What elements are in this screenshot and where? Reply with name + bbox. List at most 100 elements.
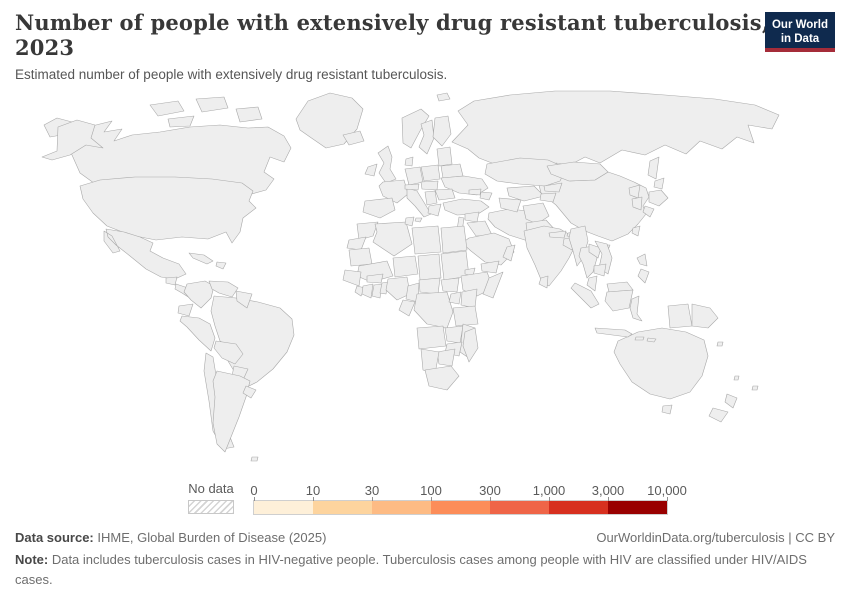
country-malaysia[interactable] bbox=[586, 275, 634, 293]
country-drc[interactable] bbox=[413, 291, 454, 329]
country-brazil[interactable] bbox=[210, 295, 295, 389]
country-botswana[interactable] bbox=[436, 348, 456, 367]
country-uk[interactable] bbox=[377, 145, 397, 184]
country-kenya[interactable] bbox=[460, 288, 478, 309]
country-australia[interactable] bbox=[613, 327, 709, 415]
country-senegal[interactable] bbox=[342, 269, 362, 287]
legend-segment[interactable] bbox=[313, 501, 372, 514]
owid-link[interactable]: OurWorldinData.org/tuberculosis | CC BY bbox=[596, 530, 835, 545]
country-uganda[interactable] bbox=[448, 291, 462, 305]
country-vietnam[interactable] bbox=[594, 240, 613, 275]
country-laos[interactable] bbox=[588, 243, 602, 259]
country-yemen[interactable] bbox=[480, 260, 500, 274]
country-tunisia[interactable] bbox=[404, 216, 415, 227]
country-colombia[interactable] bbox=[183, 280, 215, 309]
country-niger[interactable] bbox=[392, 255, 419, 278]
country-burkina-faso[interactable] bbox=[366, 273, 384, 284]
country-libya[interactable] bbox=[411, 225, 442, 255]
legend-segment[interactable] bbox=[372, 501, 431, 514]
country-south-africa[interactable] bbox=[424, 365, 460, 391]
country-denmark[interactable] bbox=[404, 156, 414, 167]
country-azerbaijan[interactable] bbox=[479, 191, 493, 201]
country-cuba[interactable] bbox=[188, 252, 214, 265]
legend-segment[interactable] bbox=[549, 501, 608, 514]
legend-segment[interactable] bbox=[608, 501, 667, 514]
country-nepal[interactable] bbox=[548, 230, 567, 239]
country-egypt[interactable] bbox=[440, 225, 468, 254]
country-canada[interactable] bbox=[65, 96, 292, 205]
country-turkmenistan[interactable] bbox=[498, 197, 522, 213]
country-gabon[interactable] bbox=[398, 299, 416, 317]
country-morocco[interactable] bbox=[356, 221, 379, 241]
country-peru[interactable] bbox=[179, 315, 216, 352]
country-ivory-coast[interactable] bbox=[361, 283, 374, 299]
country-nigeria[interactable] bbox=[385, 276, 411, 301]
legend-segment[interactable] bbox=[254, 501, 313, 514]
country-somalia[interactable] bbox=[482, 271, 504, 299]
legend-segment[interactable] bbox=[490, 501, 549, 514]
owid-logo[interactable]: Our World in Data bbox=[765, 12, 835, 52]
country-greece[interactable] bbox=[427, 203, 442, 217]
country-mexico[interactable] bbox=[103, 228, 187, 280]
country-usa[interactable] bbox=[41, 119, 257, 244]
country-philippines[interactable] bbox=[636, 253, 650, 284]
country-uzbekistan[interactable] bbox=[506, 185, 545, 202]
country-car[interactable] bbox=[418, 277, 441, 295]
country-south-sudan[interactable] bbox=[440, 277, 460, 293]
country-tanzania[interactable] bbox=[452, 305, 479, 327]
country-falkland-islands[interactable] bbox=[250, 456, 259, 462]
country-turkey[interactable] bbox=[442, 198, 490, 216]
country-guyana[interactable] bbox=[235, 290, 253, 309]
country-uruguay[interactable] bbox=[242, 385, 257, 399]
country-india[interactable] bbox=[523, 225, 576, 287]
country-mauritania[interactable] bbox=[348, 247, 373, 267]
country-sweden[interactable] bbox=[418, 119, 435, 155]
country-syria[interactable] bbox=[464, 211, 480, 223]
legend-no-data[interactable]: No data bbox=[188, 481, 234, 514]
country-spain[interactable] bbox=[362, 197, 396, 219]
country-taiwan[interactable] bbox=[631, 225, 641, 237]
country-angola[interactable] bbox=[416, 325, 447, 350]
country-oman[interactable] bbox=[502, 244, 516, 262]
country-sri-lanka[interactable] bbox=[538, 275, 549, 289]
country-chad[interactable] bbox=[417, 253, 442, 281]
country-ecuador[interactable] bbox=[177, 303, 194, 317]
country-alpine[interactable] bbox=[404, 183, 420, 191]
country-ireland[interactable] bbox=[364, 163, 378, 177]
country-tajikistan[interactable] bbox=[539, 192, 557, 203]
country-south-korea[interactable] bbox=[631, 196, 643, 211]
country-finland[interactable] bbox=[432, 115, 452, 147]
country-hispaniola[interactable] bbox=[215, 261, 227, 270]
country-kyrgyzstan[interactable] bbox=[543, 182, 563, 193]
country-zambia[interactable] bbox=[444, 325, 464, 344]
country-baltics[interactable] bbox=[436, 146, 453, 167]
country-france[interactable] bbox=[378, 179, 409, 204]
country-italy[interactable] bbox=[406, 187, 432, 223]
country-iceland[interactable] bbox=[342, 130, 365, 146]
country-mongolia[interactable] bbox=[546, 161, 609, 182]
country-bolivia[interactable] bbox=[213, 340, 244, 365]
country-romania[interactable] bbox=[434, 188, 456, 201]
country-japan[interactable] bbox=[642, 177, 669, 218]
country-western-sahara[interactable] bbox=[346, 236, 367, 251]
country-balkans[interactable] bbox=[424, 190, 438, 206]
country-algeria[interactable] bbox=[372, 221, 413, 257]
country-benin[interactable] bbox=[379, 281, 389, 295]
country-belarus[interactable] bbox=[440, 163, 464, 179]
country-georgia[interactable] bbox=[468, 188, 482, 196]
country-papua-new-guinea[interactable] bbox=[691, 303, 719, 329]
country-cambodia[interactable] bbox=[593, 263, 607, 277]
country-argentina[interactable] bbox=[212, 370, 251, 453]
country-norway[interactable] bbox=[401, 92, 451, 149]
country-kazakhstan[interactable] bbox=[484, 157, 567, 187]
country-ghana[interactable] bbox=[371, 283, 383, 299]
country-pacific-islands[interactable] bbox=[716, 341, 759, 391]
country-venezuela[interactable] bbox=[208, 280, 239, 298]
country-iraq[interactable] bbox=[466, 220, 493, 237]
country-poland[interactable] bbox=[420, 164, 441, 182]
country-madagascar[interactable] bbox=[462, 327, 479, 363]
country-germany[interactable] bbox=[404, 166, 424, 186]
country-afghanistan[interactable] bbox=[522, 202, 550, 225]
country-new-zealand[interactable] bbox=[708, 393, 738, 423]
country-guatemala[interactable] bbox=[165, 276, 178, 286]
